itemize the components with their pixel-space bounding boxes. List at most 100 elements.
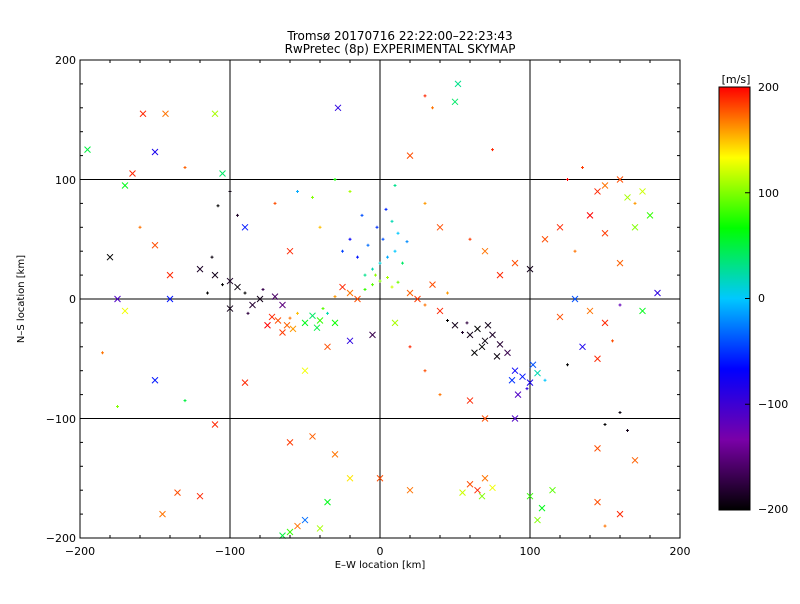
data-point	[474, 325, 481, 333]
data-point	[221, 283, 224, 287]
data-point	[211, 110, 219, 118]
data-point	[393, 183, 397, 187]
data-point	[271, 293, 279, 300]
x-tick-label: 100	[520, 545, 541, 558]
y-tick-label: −200	[46, 532, 76, 545]
data-point	[196, 265, 204, 273]
data-point	[603, 524, 607, 528]
data-point	[286, 528, 294, 536]
data-point	[603, 422, 607, 426]
data-point	[481, 337, 489, 345]
data-point	[386, 275, 389, 279]
data-point	[226, 277, 234, 285]
data-point	[243, 291, 247, 295]
data-point	[489, 331, 496, 339]
data-point	[526, 265, 534, 273]
data-point	[491, 148, 494, 152]
data-point	[429, 281, 436, 289]
data-point	[566, 363, 569, 367]
data-point	[423, 201, 427, 205]
colorbar-tick-label: 200	[758, 81, 779, 94]
data-point	[316, 317, 324, 324]
data-point	[611, 339, 614, 343]
data-point	[390, 285, 394, 289]
data-point	[601, 182, 609, 189]
data-point	[654, 289, 661, 297]
data-point	[436, 307, 444, 315]
colorbar-tick-labels: 200 100 0 −100 −200	[758, 81, 788, 516]
data-point	[451, 98, 459, 106]
data-point	[594, 498, 601, 506]
data-point	[556, 313, 564, 321]
data-point	[466, 397, 474, 404]
data-point	[468, 237, 472, 241]
data-point	[406, 152, 414, 159]
data-point	[459, 489, 466, 496]
data-point	[162, 110, 169, 118]
data-point	[296, 189, 299, 193]
data-point	[318, 225, 322, 229]
data-point	[196, 492, 204, 500]
data-point	[84, 146, 91, 153]
data-point	[511, 367, 519, 375]
data-point	[101, 351, 104, 355]
data-point	[631, 223, 639, 231]
data-point	[376, 474, 384, 482]
data-point	[414, 295, 421, 303]
data-point	[626, 428, 629, 432]
data-point	[541, 235, 549, 243]
data-point	[381, 237, 385, 241]
data-point	[334, 104, 342, 112]
data-point	[316, 525, 324, 532]
data-point	[183, 399, 187, 403]
data-point	[289, 325, 297, 333]
y-tick-label: 200	[55, 54, 76, 67]
data-point	[405, 240, 409, 244]
data-point	[346, 474, 354, 482]
data-point	[566, 178, 569, 181]
data-point	[484, 321, 492, 329]
data-point	[139, 110, 147, 118]
data-point	[116, 405, 119, 409]
data-point	[534, 369, 541, 377]
data-point	[249, 301, 256, 309]
data-point	[526, 379, 534, 387]
data-point	[339, 283, 346, 291]
data-point	[556, 223, 564, 231]
data-point	[481, 247, 489, 255]
data-point	[504, 349, 511, 357]
data-point	[106, 253, 114, 261]
data-point	[446, 291, 449, 295]
colorbar-unit-label: [m/s]	[722, 73, 751, 86]
data-point	[481, 474, 489, 482]
data-point	[121, 182, 129, 189]
y-tick-label: 0	[69, 293, 76, 306]
colorbar-tick-label: 100	[758, 187, 779, 200]
data-point	[489, 484, 496, 492]
data-point	[481, 415, 489, 422]
data-point	[114, 295, 121, 303]
data-point	[151, 241, 159, 249]
data-point	[219, 170, 226, 177]
data-point	[526, 492, 534, 500]
data-point	[333, 295, 337, 299]
data-point	[371, 267, 374, 271]
data-point	[268, 313, 276, 321]
data-point	[348, 237, 352, 241]
colorbar	[718, 86, 751, 511]
data-point	[549, 486, 556, 494]
data-point	[326, 311, 329, 315]
data-point	[346, 289, 354, 297]
data-point	[296, 311, 299, 315]
data-point	[301, 319, 309, 327]
data-point	[496, 271, 504, 279]
data-point	[474, 486, 481, 494]
data-point	[309, 312, 316, 320]
colorbar-tick-label: 0	[758, 292, 765, 305]
data-point	[406, 289, 414, 297]
data-point	[573, 249, 577, 253]
data-point	[283, 321, 291, 329]
data-point	[465, 321, 469, 325]
data-point	[363, 273, 367, 277]
